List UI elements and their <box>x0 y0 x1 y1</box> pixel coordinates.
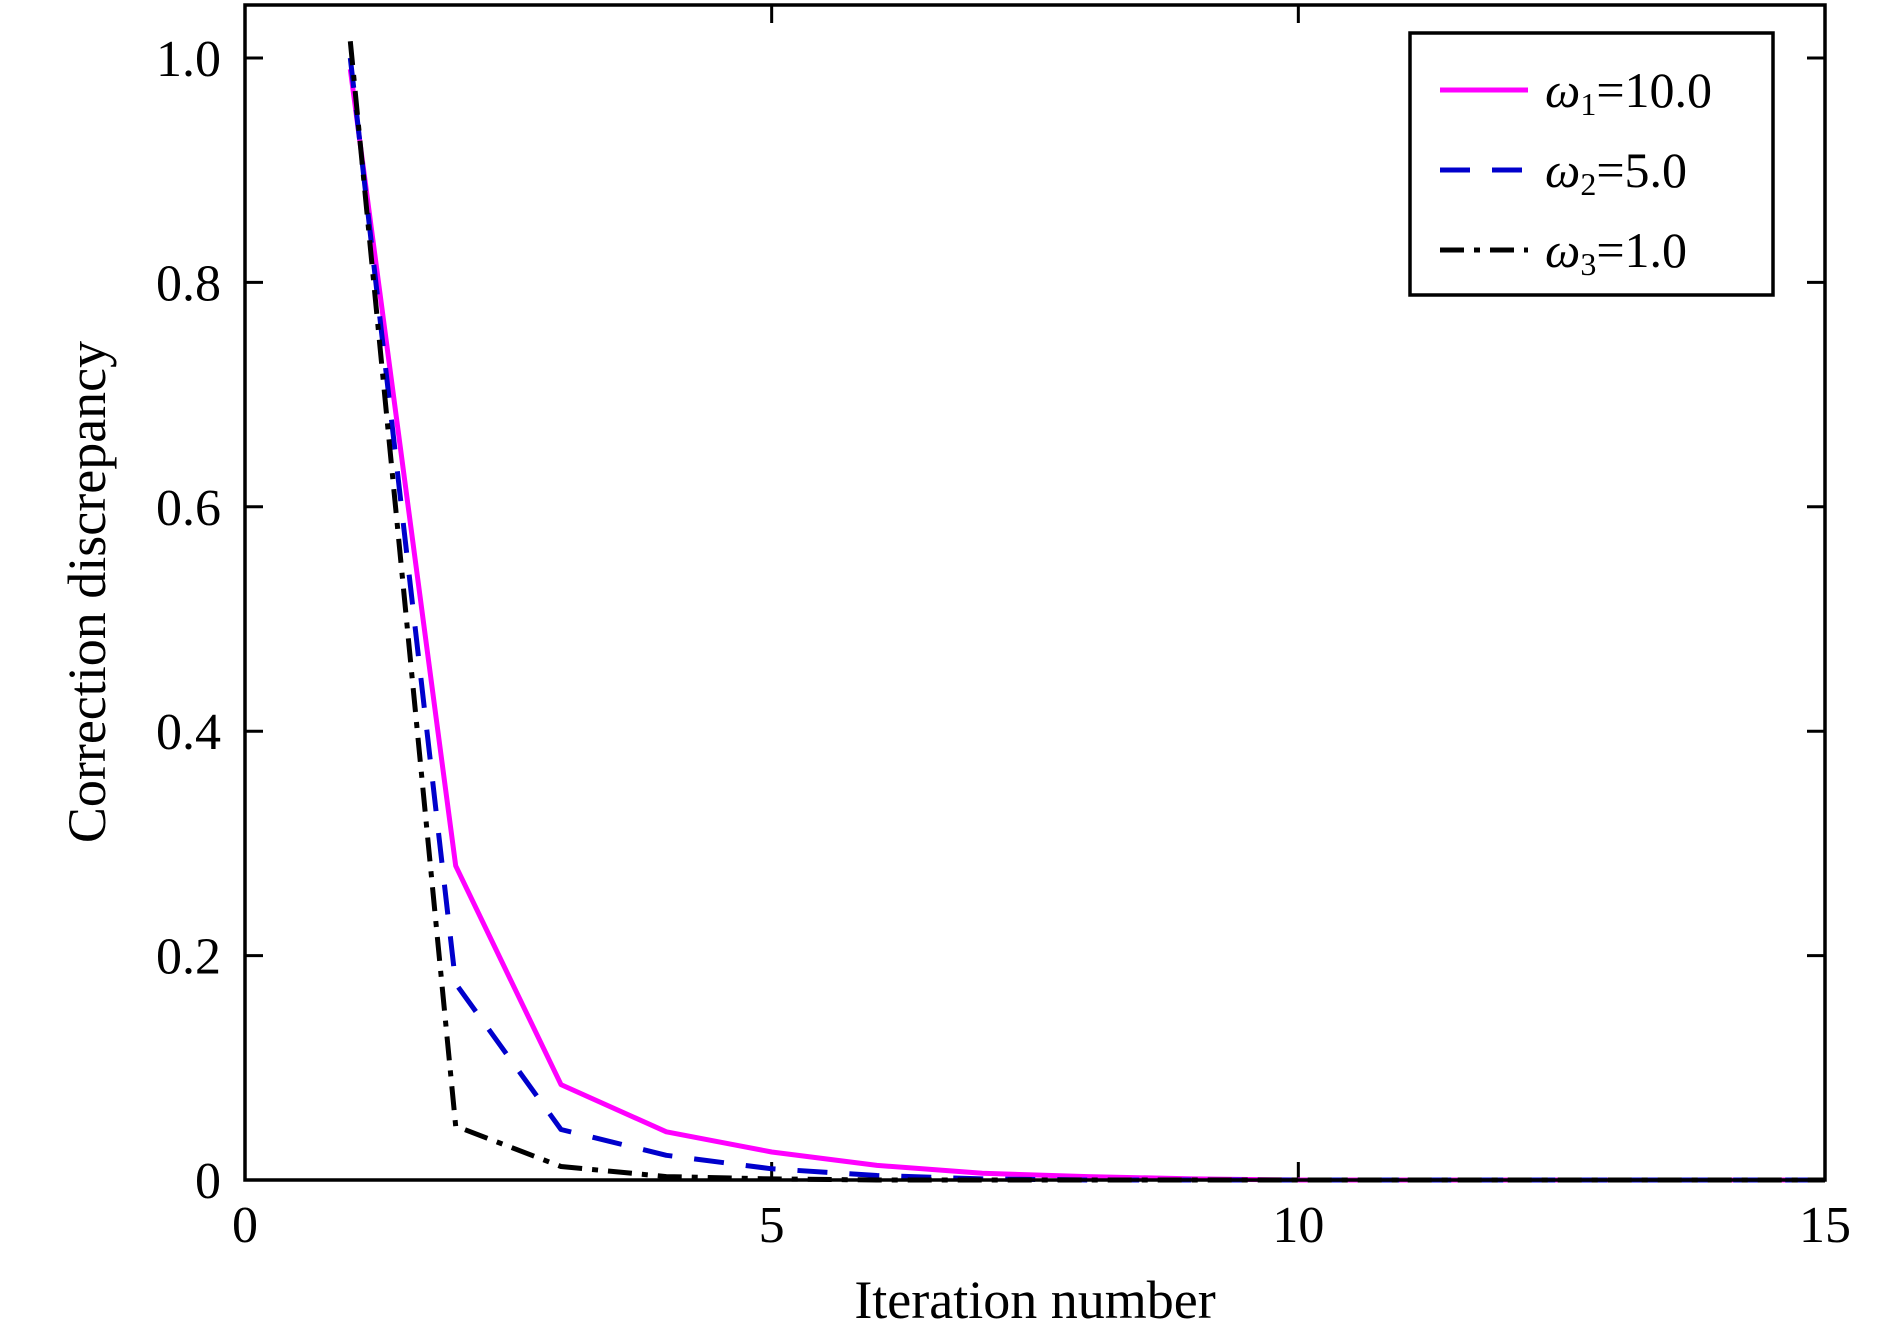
x-tick-label: 10 <box>1272 1197 1324 1254</box>
y-tick-label: 0.8 <box>156 255 221 312</box>
tick-labels: 0 5 10 15 0 0.2 0.4 0.6 0.8 1.0 <box>156 31 1851 1254</box>
legend-subscript: 3 <box>1580 246 1596 282</box>
legend-value: =10.0 <box>1596 62 1712 118</box>
legend-entry-3: ω3=1.0 <box>1545 222 1687 282</box>
x-axis-label: Iteration number <box>854 1270 1215 1325</box>
x-tick-label: 5 <box>759 1197 785 1254</box>
legend-value: =5.0 <box>1596 142 1687 198</box>
y-tick-label: 0.6 <box>156 480 221 537</box>
legend-subscript: 2 <box>1580 166 1596 202</box>
x-tick-label: 0 <box>232 1197 258 1254</box>
legend-symbol: ω <box>1545 62 1580 118</box>
legend-subscript: 1 <box>1580 86 1596 122</box>
legend-symbol: ω <box>1545 142 1580 198</box>
legend: ω1=10.0ω2=5.0ω3=1.0 <box>1408 31 1775 297</box>
legend-value: =1.0 <box>1596 222 1687 278</box>
x-tick-label: 15 <box>1799 1197 1851 1254</box>
plot-frame <box>243 3 1827 1182</box>
y-tick-label: 0 <box>195 1153 221 1210</box>
y-axis-label: Correction discrepancy <box>57 341 117 843</box>
legend-entry-1: ω1=10.0 <box>1545 62 1712 122</box>
y-tick-label: 0.4 <box>156 704 221 761</box>
legend-box <box>1408 31 1775 297</box>
y-tick-label: 1.0 <box>156 31 221 88</box>
y-tick-label: 0.2 <box>156 929 221 986</box>
legend-entry-2: ω2=5.0 <box>1545 142 1687 202</box>
legend-symbol: ω <box>1545 222 1580 278</box>
